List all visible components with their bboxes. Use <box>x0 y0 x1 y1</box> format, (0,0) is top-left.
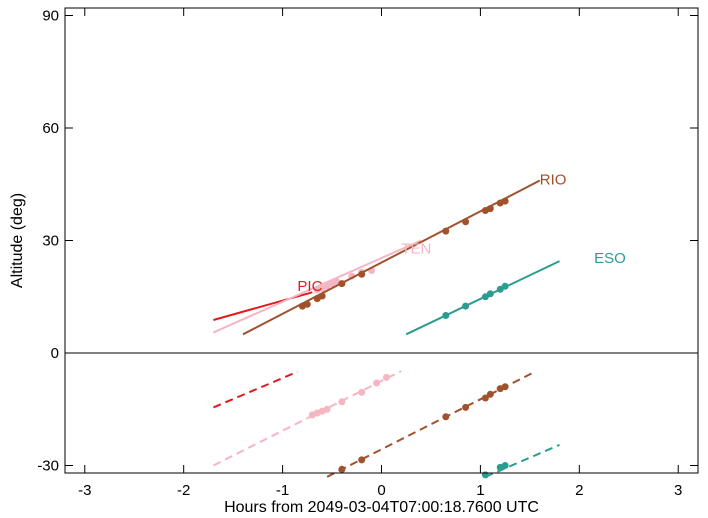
ten-series-dashed-line <box>212 370 402 467</box>
rio-data-point <box>501 197 509 205</box>
x-tick-label: -2 <box>177 482 190 499</box>
y-tick-label: 0 <box>51 345 59 362</box>
x-tick-label: 0 <box>377 482 385 499</box>
x-tick-label: 2 <box>575 482 583 499</box>
eso-data-point <box>486 290 494 298</box>
rio-data-point <box>462 403 470 411</box>
eso-series-dashed-line <box>485 443 560 478</box>
x-axis-label: Hours from 2049-03-04T07:00:18.7600 UTC <box>224 499 539 516</box>
eso-series-label: ESO <box>594 250 626 267</box>
ten-data-point <box>338 398 346 406</box>
ten-data-point <box>323 405 331 413</box>
rio-data-point <box>318 292 326 300</box>
y-tick-label: -30 <box>37 458 59 475</box>
rio-data-point <box>442 227 450 235</box>
eso-data-point <box>501 282 509 290</box>
rio-data-point <box>338 280 346 288</box>
axis-ticks: -3 -2 -1 0 1 2 3 -30 0 30 60 90 <box>37 8 698 499</box>
y-axis-label: Altitude (deg) <box>9 193 26 288</box>
rio-series-label: RIO <box>540 171 567 188</box>
eso-data-point <box>481 471 489 479</box>
rio-data-point <box>358 270 366 278</box>
rio-data-point <box>462 218 470 226</box>
rio-data-point <box>486 390 494 398</box>
x-tick-label: -3 <box>78 482 91 499</box>
y-tick-label: 30 <box>42 233 59 250</box>
eso-data-point <box>442 312 450 319</box>
y-tick-label: 60 <box>42 120 59 137</box>
ten-data-point <box>358 388 366 396</box>
rio-data-point <box>358 456 366 464</box>
rio-data-point <box>303 300 311 308</box>
rio-data-point <box>481 394 489 402</box>
ten-data-point <box>373 379 381 387</box>
series-labels: PIC TEN RIO ESO <box>297 171 625 295</box>
x-tick-label: -1 <box>276 482 289 499</box>
rio-data-point <box>501 383 509 391</box>
ten-series-label: TEN <box>401 241 431 258</box>
ten-data-point <box>382 373 390 381</box>
eso-data-point <box>462 302 470 310</box>
eso-data-point <box>501 462 509 469</box>
rio-data-point <box>486 205 494 213</box>
plot-content <box>65 179 698 479</box>
rio-data-point <box>442 413 450 421</box>
pic-series-dashed-line <box>213 370 298 409</box>
rio-data-point <box>338 465 346 473</box>
y-tick-label: 90 <box>42 8 59 25</box>
x-tick-label: 3 <box>674 482 682 499</box>
x-tick-label: 1 <box>476 482 484 499</box>
pic-series-label: PIC <box>297 278 322 295</box>
ten-series-solid-line <box>212 239 422 334</box>
